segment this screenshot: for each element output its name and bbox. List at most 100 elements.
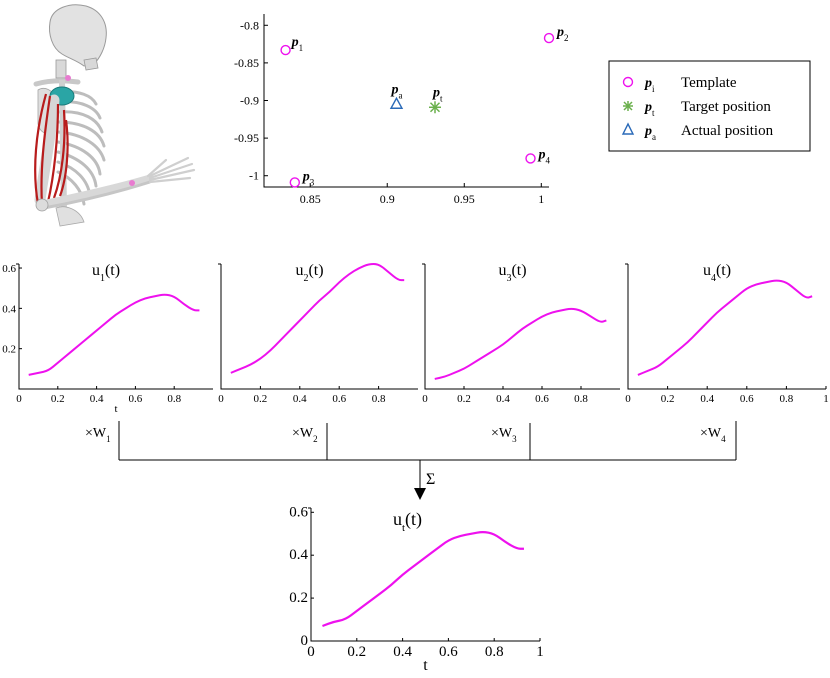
x-tick-label: 0 <box>218 393 224 405</box>
chart-axes <box>424 264 620 390</box>
forearm <box>38 174 154 208</box>
shoulder-marker <box>65 75 71 81</box>
chart-title: u2(t) <box>295 262 323 284</box>
data-line <box>434 307 607 380</box>
template-point-label: p1 <box>291 35 304 53</box>
legend-items: pi Template pt Target position pa Actual posi… <box>621 75 774 142</box>
clavicle <box>33 78 81 87</box>
chart-title: u4(t) <box>703 262 731 284</box>
x-tick-label: 0 <box>422 393 428 405</box>
wrist-marker <box>129 180 135 186</box>
skull <box>49 4 107 67</box>
legend-text: Target position <box>681 99 771 115</box>
x-tick-label: 0.4 <box>496 393 510 405</box>
scatter-y-tick-label: -0.85 <box>234 56 259 70</box>
x-tick-label: 0.8 <box>372 393 386 405</box>
template-point-label: p2 <box>556 25 569 43</box>
template-point <box>543 32 555 44</box>
x-tick-label: 0.2 <box>661 393 675 405</box>
legend-symbol: pt <box>644 100 655 118</box>
x-tick-label: 0.8 <box>574 393 588 405</box>
weight-label: ×W3 <box>491 426 517 444</box>
x-tick-label: 0.2 <box>457 393 471 405</box>
scatter-y-ticks: -0.8 -0.85 -0.9 -0.95 -1 <box>234 18 268 183</box>
legend-actual-marker <box>621 122 635 135</box>
line-chart: 0 0.2 0.4 0.6 0.8 1 0 0.2 0.4 0.6 ut(t) t <box>289 504 544 674</box>
x-tick-label: 0.2 <box>347 644 366 660</box>
scatter-y-tick-label: -0.9 <box>240 94 259 108</box>
y-tick-label: 0.4 <box>2 303 16 315</box>
chart-axes <box>220 264 418 390</box>
x-tick-label: 0.2 <box>51 393 65 405</box>
y-tick-label: 0.4 <box>289 547 308 563</box>
line-chart: 0 0.2 0.4 0.6 0.8 u2(t) <box>218 262 418 405</box>
data-line <box>322 531 524 628</box>
actual-point <box>389 96 404 109</box>
y-tick-label: 0.2 <box>2 344 16 356</box>
weight-connectors <box>118 421 737 490</box>
sum-symbol: Σ <box>426 471 435 488</box>
line-chart: 0 0.2 0.4 0.6 0.8 0.2 0.4 0.6 u1(t) t <box>2 262 213 415</box>
forearm-ulna <box>43 180 151 210</box>
x-tick-label: 0.6 <box>129 393 143 405</box>
small-charts: 0 0.2 0.4 0.6 0.8 0.2 0.4 0.6 u1(t) t 0 0.2 0.4 0.6 0.… <box>2 262 829 415</box>
x-tick-label: 1 <box>823 393 829 405</box>
template-point <box>289 177 301 188</box>
template-point <box>280 44 291 56</box>
legend-symbol: pa <box>644 124 656 142</box>
chart-title: ut(t) <box>393 509 422 534</box>
x-tick-label: 0 <box>307 644 315 660</box>
x-tick-label: 0.6 <box>535 393 549 405</box>
y-tick-label: 0.6 <box>2 263 16 275</box>
chart-title: u3(t) <box>498 262 526 284</box>
x-tick-label: 0.4 <box>90 393 104 405</box>
legend-symbol: pi <box>644 76 655 94</box>
template-point-label: p3 <box>302 169 315 187</box>
line-chart: 0 0.2 0.4 0.6 0.8 u3(t) <box>422 262 620 405</box>
x-tick-label: 0 <box>16 393 22 405</box>
weight-labels: ×W1 ×W2 ×W3 ×W4 <box>85 426 726 444</box>
legend-text: Template <box>681 75 737 91</box>
arm-skeleton-figure <box>33 4 196 227</box>
template-point-label: p4 <box>538 147 551 165</box>
scatter-y-tick-label: -1 <box>249 169 259 183</box>
scatter-x-ticks: 0.85 0.9 0.95 1 <box>300 183 544 206</box>
data-line <box>28 293 200 376</box>
scatter-points: p1 p2 p3 p4 pt pa <box>280 25 569 188</box>
target-point <box>429 101 441 114</box>
x-tick-label: 0.4 <box>293 393 307 405</box>
y-tick-label: 0.2 <box>289 590 308 606</box>
scatter-plot: -0.8 -0.85 -0.9 -0.95 -1 0.85 0.9 0.95 1 p1 p2 p3… <box>234 14 569 206</box>
scatter-y-tick-label: -0.8 <box>240 18 259 32</box>
combined-chart: 0 0.2 0.4 0.6 0.8 1 0 0.2 0.4 0.6 ut(t) t <box>289 504 544 674</box>
hand <box>146 156 196 184</box>
legend-box <box>608 60 811 152</box>
legend-target-marker <box>623 101 633 111</box>
actual-point-label: pa <box>390 82 402 100</box>
jaw <box>83 57 99 71</box>
x-tick-label: 0.8 <box>780 393 794 405</box>
scatter-x-tick-label: 0.95 <box>454 192 475 206</box>
legend-text: Actual position <box>681 123 774 139</box>
x-axis-label: t <box>423 657 428 674</box>
weight-label: ×W2 <box>292 426 318 444</box>
scatter-y-tick-label: -0.95 <box>234 131 259 145</box>
x-tick-label: 0.8 <box>485 644 504 660</box>
chart-title: u1(t) <box>92 262 120 284</box>
x-tick-label: 0.4 <box>700 393 714 405</box>
chart-axes <box>310 508 540 642</box>
scatter-axes <box>263 14 549 188</box>
x-tick-label: 0.2 <box>254 393 268 405</box>
legend: pi Template pt Target position pa Actual posi… <box>608 60 811 152</box>
data-line <box>637 279 813 376</box>
scatter-x-tick-label: 0.85 <box>300 192 321 206</box>
target-point-label: pt <box>432 85 443 103</box>
x-axis-label: t <box>114 403 117 415</box>
pelvis <box>55 206 85 227</box>
scatter-x-tick-label: 0.9 <box>380 192 395 206</box>
x-tick-label: 1 <box>536 644 544 660</box>
scatter-x-tick-label: 1 <box>538 192 544 206</box>
x-tick-label: 0.6 <box>740 393 754 405</box>
x-tick-label: 0.6 <box>332 393 346 405</box>
